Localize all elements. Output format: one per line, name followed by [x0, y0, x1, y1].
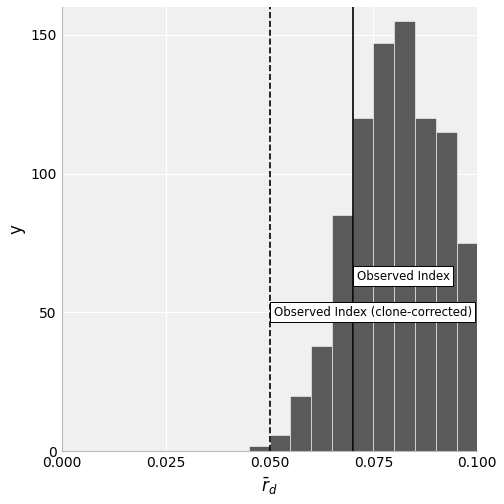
Bar — [477, 348, 498, 451]
Bar — [498, 401, 504, 451]
Bar — [353, 118, 373, 451]
Bar — [457, 243, 477, 451]
Bar — [332, 215, 353, 451]
Bar — [270, 434, 290, 451]
Bar — [311, 346, 332, 451]
Bar — [436, 132, 457, 451]
Bar — [415, 118, 436, 451]
Text: Observed Index (clone-corrected): Observed Index (clone-corrected) — [274, 306, 472, 319]
Bar — [290, 396, 311, 451]
Text: Observed Index: Observed Index — [357, 270, 450, 283]
X-axis label: $\bar{r}_d$: $\bar{r}_d$ — [261, 476, 278, 497]
Bar — [373, 43, 394, 451]
Y-axis label: y: y — [7, 224, 25, 234]
Bar — [249, 446, 270, 451]
Bar — [394, 21, 415, 451]
